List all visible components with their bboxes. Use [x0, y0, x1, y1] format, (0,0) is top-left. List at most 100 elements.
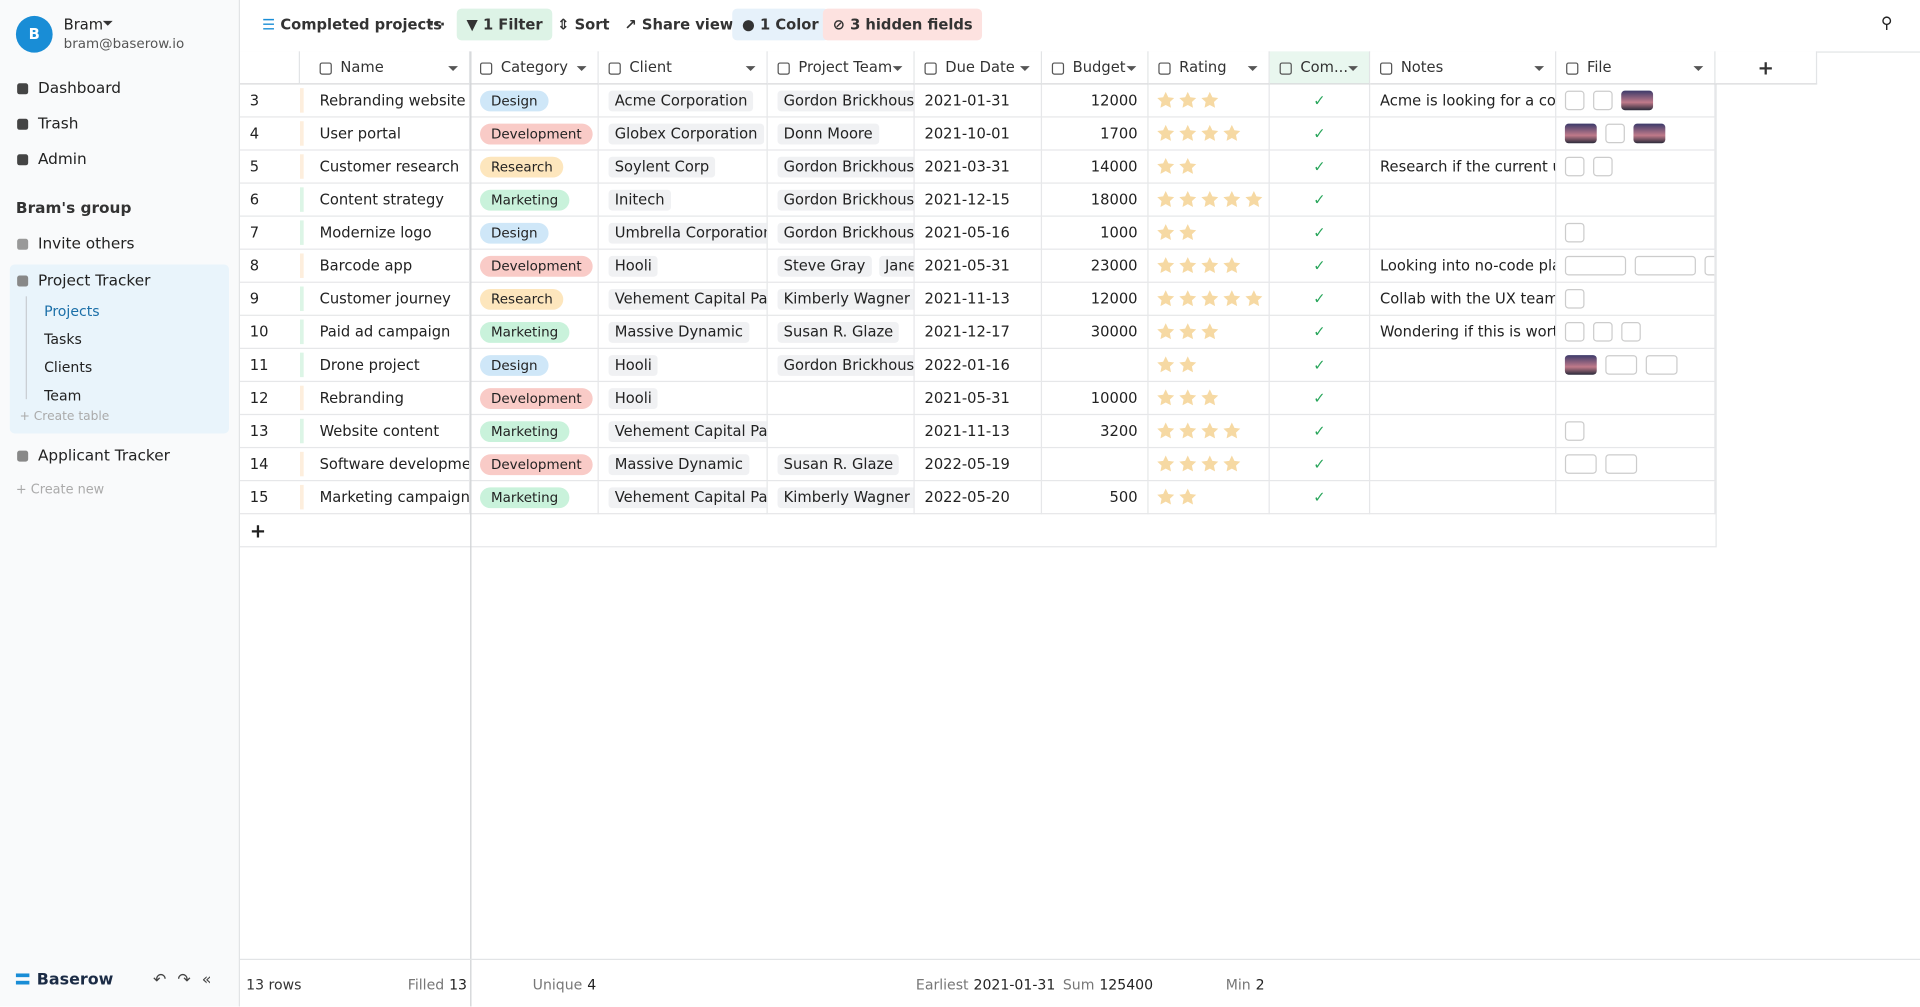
column-header[interactable]: Due Date — [914, 51, 1043, 85]
rating-star — [1201, 389, 1219, 406]
rating-star — [1223, 290, 1241, 307]
row-id: 14 — [249, 455, 269, 473]
add-row[interactable]: + — [240, 514, 1716, 548]
file-thumbnail[interactable] — [1634, 255, 1696, 276]
file-thumbnail[interactable] — [1564, 322, 1585, 342]
row-color — [300, 154, 304, 179]
view-menu[interactable]: ··· — [428, 15, 446, 34]
file-thumbnail[interactable] — [1564, 123, 1597, 144]
checkmark: ✓ — [1313, 356, 1326, 374]
view-selector[interactable]: ☰ Completed projects — [262, 15, 443, 34]
checkmark: ✓ — [1313, 157, 1326, 176]
column-header[interactable]: Client — [598, 51, 768, 85]
agg-value: 125400 — [1099, 975, 1154, 994]
file-thumbnail[interactable] — [1645, 355, 1678, 375]
file-thumbnail[interactable] — [1564, 156, 1585, 177]
file-thumbnail[interactable] — [1564, 421, 1585, 441]
column-header[interactable]: Rating — [1148, 51, 1270, 85]
database[interactable]: Applicant Tracker — [17, 446, 170, 464]
file-thumbnail[interactable] — [1593, 156, 1613, 177]
filter-button[interactable]: ▼ 1 Filter — [456, 8, 553, 41]
file-thumbnail[interactable] — [1621, 322, 1641, 342]
nav-trash[interactable]: Trash — [17, 114, 78, 132]
cell-budget: 14000 — [1042, 150, 1149, 184]
aggregate-earliest[interactable]: Earliest 2021-01-31 — [916, 976, 1055, 993]
client-chip: Hooli — [608, 388, 659, 409]
table-link[interactable]: Tasks — [44, 330, 82, 348]
create-table[interactable]: + Create table — [19, 410, 110, 424]
column-header[interactable]: Notes — [1370, 51, 1557, 85]
search[interactable]: ⚲ — [1880, 14, 1893, 34]
file-thumbnail[interactable] — [1564, 454, 1597, 474]
star-shape — [1223, 422, 1241, 439]
file-thumbnail[interactable] — [1605, 454, 1638, 474]
column-header[interactable]: Budget — [1042, 51, 1149, 85]
aggregate-sum[interactable]: Sum 125400 — [1063, 976, 1153, 993]
file-thumbnail[interactable] — [1564, 355, 1597, 375]
file-thumbnail[interactable] — [1633, 123, 1666, 144]
team-chip: Gordon Brickhouse — [777, 355, 914, 376]
star-shape — [1157, 157, 1175, 174]
aggregate-filled[interactable]: Filled 13 — [408, 976, 467, 993]
table-link[interactable]: Projects — [44, 302, 100, 320]
color-button[interactable]: ● 1 Color — [732, 8, 829, 41]
cell-due-date: 2021-05-31 — [915, 382, 1043, 416]
star-shape — [1157, 191, 1175, 207]
cell-client: Globex Corporation — [599, 117, 768, 151]
cell-category: Marketing — [470, 415, 599, 449]
create-new[interactable]: + Create new — [15, 482, 105, 498]
star-shape — [1201, 124, 1219, 141]
cell-budget: 10000 — [1042, 382, 1149, 416]
file-thumbnail[interactable] — [1564, 255, 1627, 276]
rating-star — [1201, 191, 1219, 207]
client-chip: Soylent Corp — [608, 156, 716, 178]
table-link[interactable]: Clients — [44, 358, 93, 376]
file-thumbnail[interactable] — [1605, 355, 1638, 375]
file-thumbnail[interactable] — [1564, 222, 1585, 243]
aggregate-unique[interactable]: Unique 4 — [533, 976, 597, 993]
file-thumbnail[interactable] — [1621, 90, 1654, 111]
column-header[interactable]: Category — [470, 51, 599, 85]
file-thumbnail[interactable] — [1564, 288, 1585, 309]
cell-file — [1556, 481, 1716, 515]
rating-star — [1223, 422, 1241, 439]
star-shape — [1223, 290, 1241, 307]
checkmark: ✓ — [1313, 389, 1326, 407]
user-name[interactable]: Bram — [63, 15, 104, 34]
share-button[interactable]: ↗ Share view — [624, 15, 734, 34]
file-thumbnail[interactable] — [1704, 255, 1715, 276]
column-header[interactable]: File — [1556, 51, 1716, 85]
history-controls[interactable]: ↶↷« — [153, 971, 223, 990]
add-column[interactable]: + — [1715, 51, 1818, 85]
cell-category: Marketing — [470, 315, 599, 349]
client-chip: Umbrella Corporation — [608, 222, 767, 244]
cell-due-date: 2021-03-31 — [915, 150, 1043, 184]
nav-admin[interactable]: Admin — [17, 149, 87, 168]
row-color — [300, 253, 304, 278]
file-thumbnail[interactable] — [1564, 90, 1585, 111]
star-shape — [1179, 422, 1197, 439]
table-link[interactable]: Team — [44, 386, 82, 405]
rating-star — [1201, 455, 1219, 472]
sort-button[interactable]: ⇕ Sort — [557, 15, 610, 34]
avatar[interactable]: B — [15, 15, 53, 53]
brand[interactable]: Baserow — [15, 971, 113, 989]
column-header[interactable]: Name — [300, 51, 471, 85]
file-thumbnail[interactable] — [1605, 123, 1625, 144]
hidden-fields-button[interactable]: ⊘ 3 hidden fields — [822, 8, 983, 41]
checkmark: ✓ — [1313, 191, 1326, 209]
file-thumbnail[interactable] — [1593, 322, 1613, 342]
star-shape — [1157, 91, 1175, 108]
database[interactable]: Project Tracker — [17, 271, 150, 289]
invite[interactable]: Invite others — [17, 234, 135, 252]
column-header[interactable]: Com... — [1269, 51, 1371, 85]
aggregate-min[interactable]: Min 2 — [1226, 976, 1265, 993]
nav-dashboard[interactable]: Dashboard — [17, 78, 121, 97]
file-thumbnail[interactable] — [1593, 90, 1613, 111]
cell-due-date: 2021-05-31 — [915, 249, 1043, 283]
cell-team: Susan R. Glaze — [768, 315, 915, 349]
column-header[interactable]: Project Team — [767, 51, 915, 85]
column-icon — [480, 61, 493, 75]
group-name[interactable]: Bram's group — [15, 198, 132, 217]
cell-client: Soylent Corp — [599, 150, 768, 184]
